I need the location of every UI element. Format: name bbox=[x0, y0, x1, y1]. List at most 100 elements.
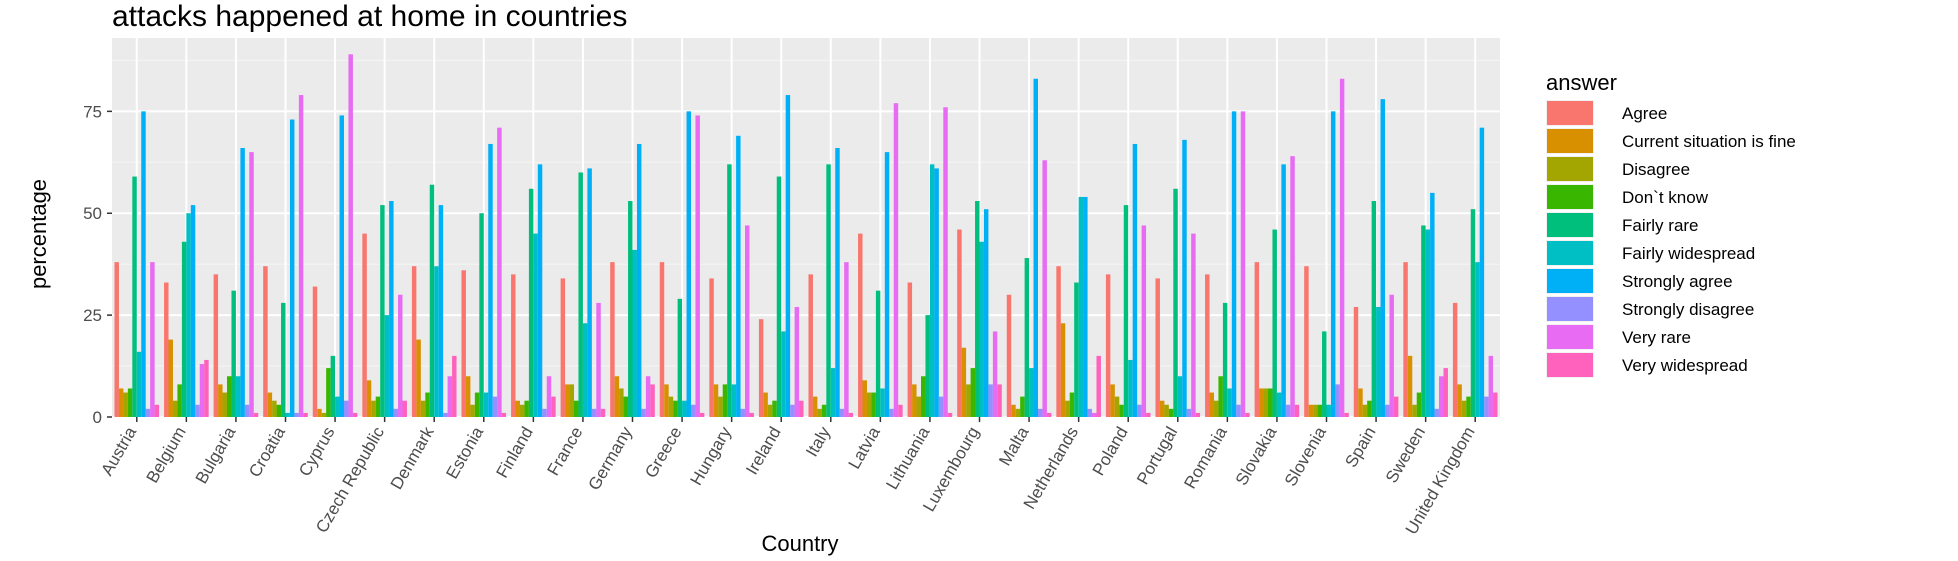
bar bbox=[154, 404, 160, 417]
bar bbox=[1213, 400, 1219, 417]
bar bbox=[1308, 404, 1314, 417]
bar bbox=[722, 384, 728, 417]
legend-label: Disagree bbox=[1622, 160, 1690, 179]
bar bbox=[835, 148, 840, 417]
bar bbox=[1146, 412, 1151, 417]
bar bbox=[1245, 412, 1250, 417]
x-tick-label: Spain bbox=[1341, 424, 1379, 471]
bar bbox=[1173, 188, 1178, 417]
bar bbox=[497, 127, 502, 417]
bar bbox=[1326, 404, 1331, 417]
bar bbox=[844, 262, 849, 417]
bar bbox=[267, 392, 273, 417]
bar bbox=[1330, 111, 1336, 417]
bar bbox=[343, 400, 349, 417]
bar bbox=[749, 412, 754, 417]
bar bbox=[619, 388, 624, 417]
bar bbox=[1218, 376, 1223, 417]
bar bbox=[988, 384, 993, 417]
bar bbox=[263, 266, 268, 417]
bar bbox=[830, 368, 836, 417]
bar bbox=[123, 392, 128, 417]
bar bbox=[673, 400, 678, 417]
bar bbox=[682, 400, 687, 417]
bar bbox=[610, 262, 615, 417]
legend-swatch bbox=[1547, 185, 1593, 209]
bar bbox=[1367, 400, 1372, 417]
bar bbox=[961, 347, 967, 417]
legend-title: answer bbox=[1546, 70, 1617, 95]
bar bbox=[1272, 229, 1277, 417]
x-tick-label: Estonia bbox=[442, 423, 487, 482]
bar bbox=[1425, 229, 1431, 417]
bar bbox=[114, 262, 119, 417]
bar bbox=[628, 201, 633, 417]
bar bbox=[352, 412, 358, 417]
bar bbox=[912, 384, 917, 417]
bar bbox=[1335, 384, 1340, 417]
x-tick-label: Austria bbox=[97, 423, 140, 479]
bar bbox=[1056, 266, 1061, 417]
bar bbox=[1222, 302, 1228, 417]
bar bbox=[790, 404, 795, 417]
bar bbox=[425, 392, 430, 417]
bar bbox=[470, 404, 475, 417]
bar bbox=[1393, 396, 1399, 417]
bar bbox=[699, 412, 705, 417]
bar bbox=[145, 408, 151, 417]
legend-swatch bbox=[1547, 269, 1593, 293]
bar bbox=[362, 233, 367, 417]
bar bbox=[1412, 404, 1417, 417]
bar bbox=[1236, 404, 1241, 417]
bar bbox=[736, 135, 741, 417]
legend-swatch bbox=[1547, 297, 1593, 321]
bar bbox=[582, 323, 588, 417]
bar bbox=[745, 225, 750, 417]
bar bbox=[709, 278, 714, 417]
x-tick-label: Ireland bbox=[742, 424, 784, 479]
bar bbox=[551, 396, 556, 417]
bar bbox=[235, 376, 241, 417]
x-tick-label: Poland bbox=[1089, 424, 1132, 479]
bar bbox=[213, 274, 219, 417]
bar bbox=[893, 103, 899, 417]
bar bbox=[227, 376, 232, 417]
bar bbox=[1362, 404, 1368, 417]
bar bbox=[1457, 384, 1462, 417]
x-tick-label: Hungary bbox=[687, 423, 736, 489]
bar bbox=[515, 400, 520, 417]
bar bbox=[1186, 408, 1192, 417]
bar bbox=[384, 315, 390, 417]
bar bbox=[289, 119, 295, 417]
bar bbox=[623, 396, 629, 417]
bar bbox=[614, 376, 620, 417]
bar bbox=[1024, 258, 1030, 417]
bar bbox=[1231, 111, 1237, 417]
legend-label: Strongly agree bbox=[1622, 272, 1733, 291]
bar bbox=[488, 143, 493, 417]
bar bbox=[127, 388, 133, 417]
bar bbox=[686, 111, 691, 417]
bar bbox=[1141, 225, 1147, 417]
bar bbox=[1164, 404, 1169, 417]
x-tick-label: Slovakia bbox=[1232, 423, 1281, 489]
bar bbox=[393, 408, 399, 417]
bar bbox=[591, 408, 597, 417]
bar bbox=[587, 168, 592, 417]
bar bbox=[168, 339, 173, 417]
chart-title: attacks happened at home in countries bbox=[112, 0, 627, 33]
bar bbox=[204, 359, 209, 417]
x-tick-label: Portugal bbox=[1133, 424, 1181, 488]
bar bbox=[1020, 396, 1025, 417]
bar bbox=[808, 274, 813, 417]
bar bbox=[164, 282, 169, 417]
bar bbox=[975, 201, 980, 417]
bar bbox=[799, 400, 804, 417]
bar bbox=[695, 115, 700, 418]
bar bbox=[501, 412, 507, 417]
bar bbox=[1110, 384, 1115, 417]
bar bbox=[281, 302, 286, 417]
bar bbox=[1092, 412, 1097, 417]
bar bbox=[992, 331, 998, 417]
legend-swatch bbox=[1547, 325, 1593, 349]
